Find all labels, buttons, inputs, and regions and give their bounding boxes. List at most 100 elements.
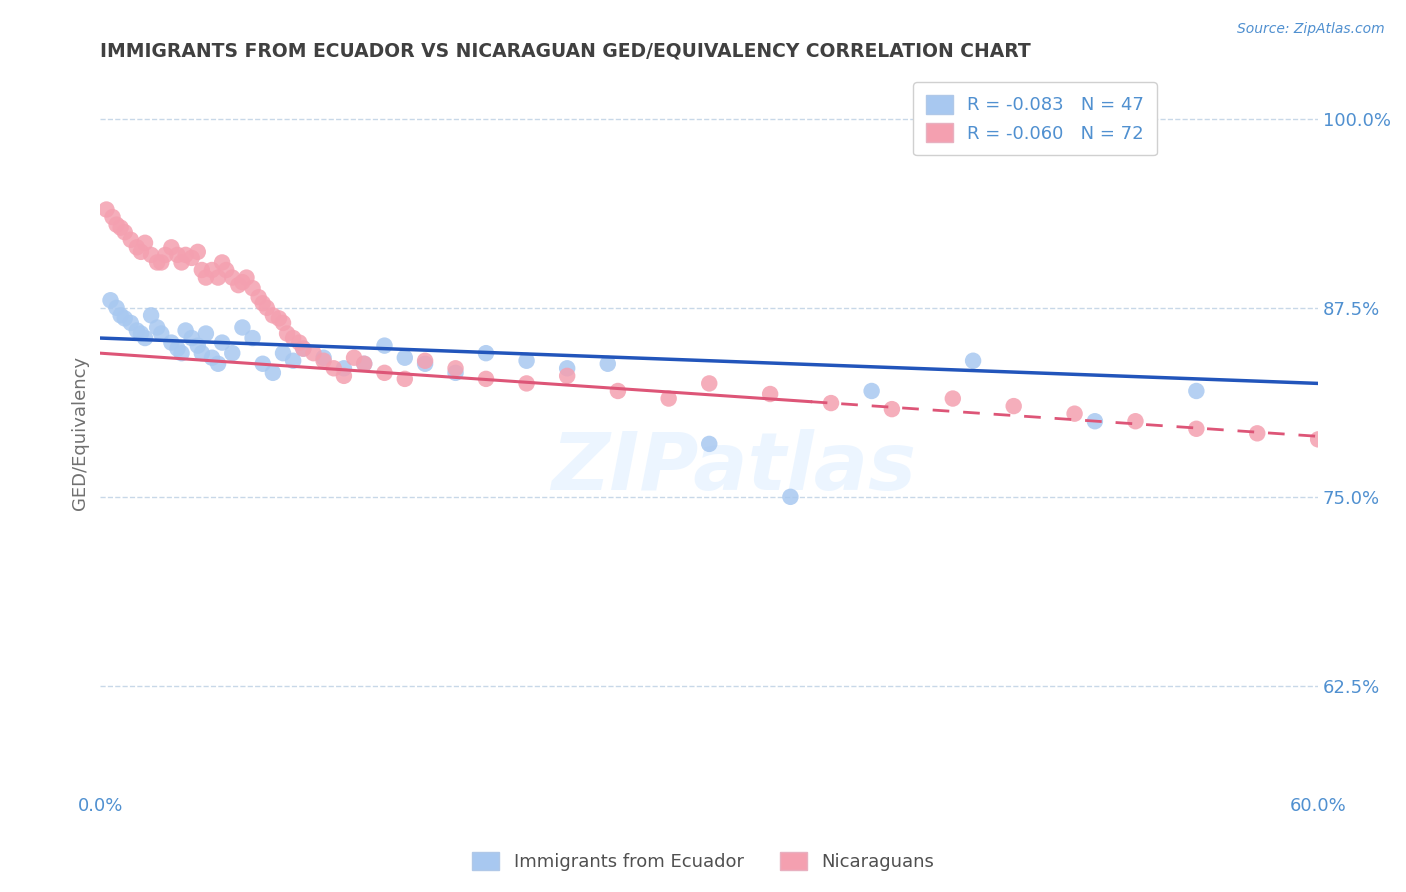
Point — [120, 316, 142, 330]
Point — [194, 270, 217, 285]
Point — [353, 357, 375, 371]
Point — [516, 376, 538, 391]
Point — [820, 396, 842, 410]
Point — [1002, 399, 1025, 413]
Point — [242, 281, 264, 295]
Point — [174, 324, 197, 338]
Point — [1246, 426, 1268, 441]
Point — [191, 263, 214, 277]
Point — [160, 240, 183, 254]
Point — [697, 376, 720, 391]
Text: Source: ZipAtlas.com: Source: ZipAtlas.com — [1237, 22, 1385, 37]
Point — [475, 372, 498, 386]
Point — [146, 255, 169, 269]
Point — [125, 240, 148, 254]
Point — [187, 338, 209, 352]
Point — [129, 326, 152, 341]
Point — [292, 342, 315, 356]
Point — [231, 320, 253, 334]
Point — [231, 275, 253, 289]
Point — [1185, 422, 1208, 436]
Point — [207, 357, 229, 371]
Point — [444, 366, 467, 380]
Point — [1368, 438, 1391, 452]
Point — [139, 248, 162, 262]
Point — [312, 353, 335, 368]
Point — [252, 296, 274, 310]
Point — [134, 331, 156, 345]
Point — [555, 368, 578, 383]
Point — [353, 357, 375, 371]
Point — [174, 248, 197, 262]
Point — [658, 392, 681, 406]
Point — [1125, 414, 1147, 428]
Point — [101, 210, 124, 224]
Point — [114, 311, 136, 326]
Point — [1185, 384, 1208, 398]
Point — [170, 346, 193, 360]
Text: IMMIGRANTS FROM ECUADOR VS NICARAGUAN GED/EQUIVALENCY CORRELATION CHART: IMMIGRANTS FROM ECUADOR VS NICARAGUAN GE… — [100, 42, 1031, 61]
Point — [292, 342, 315, 356]
Point — [247, 290, 270, 304]
Point — [201, 351, 224, 365]
Point — [373, 366, 395, 380]
Point — [596, 357, 619, 371]
Point — [271, 316, 294, 330]
Point — [555, 361, 578, 376]
Text: ZIPatlas: ZIPatlas — [551, 429, 917, 508]
Point — [105, 218, 128, 232]
Point — [288, 335, 311, 350]
Point — [302, 346, 325, 360]
Point — [215, 263, 238, 277]
Point — [242, 331, 264, 345]
Point — [779, 490, 801, 504]
Point — [146, 320, 169, 334]
Point — [283, 331, 305, 345]
Point — [322, 361, 344, 376]
Point — [211, 335, 233, 350]
Point — [1308, 433, 1330, 447]
Point — [262, 366, 284, 380]
Point — [105, 301, 128, 315]
Point — [312, 351, 335, 365]
Point — [333, 368, 356, 383]
Point — [150, 326, 173, 341]
Point — [211, 255, 233, 269]
Point — [516, 353, 538, 368]
Point — [276, 326, 298, 341]
Point — [166, 248, 188, 262]
Point — [271, 346, 294, 360]
Point — [114, 225, 136, 239]
Point — [194, 326, 217, 341]
Point — [120, 233, 142, 247]
Point — [125, 324, 148, 338]
Point — [100, 293, 122, 308]
Point — [394, 351, 416, 365]
Point — [860, 384, 883, 398]
Point — [191, 346, 214, 360]
Point — [221, 270, 243, 285]
Point — [110, 220, 132, 235]
Point — [1084, 414, 1107, 428]
Point — [170, 255, 193, 269]
Point — [1063, 407, 1085, 421]
Legend: Immigrants from Ecuador, Nicaraguans: Immigrants from Ecuador, Nicaraguans — [465, 845, 941, 879]
Point — [180, 331, 202, 345]
Point — [697, 437, 720, 451]
Point — [394, 372, 416, 386]
Point — [444, 361, 467, 376]
Point — [343, 351, 366, 365]
Point — [207, 270, 229, 285]
Y-axis label: GED/Equivalency: GED/Equivalency — [72, 356, 89, 509]
Point — [413, 357, 436, 371]
Point — [759, 387, 782, 401]
Point — [139, 309, 162, 323]
Point — [96, 202, 118, 217]
Point — [252, 357, 274, 371]
Point — [235, 270, 257, 285]
Point — [201, 263, 224, 277]
Point — [880, 402, 903, 417]
Point — [160, 335, 183, 350]
Legend: R = -0.083   N = 47, R = -0.060   N = 72: R = -0.083 N = 47, R = -0.060 N = 72 — [914, 82, 1157, 155]
Point — [267, 311, 290, 326]
